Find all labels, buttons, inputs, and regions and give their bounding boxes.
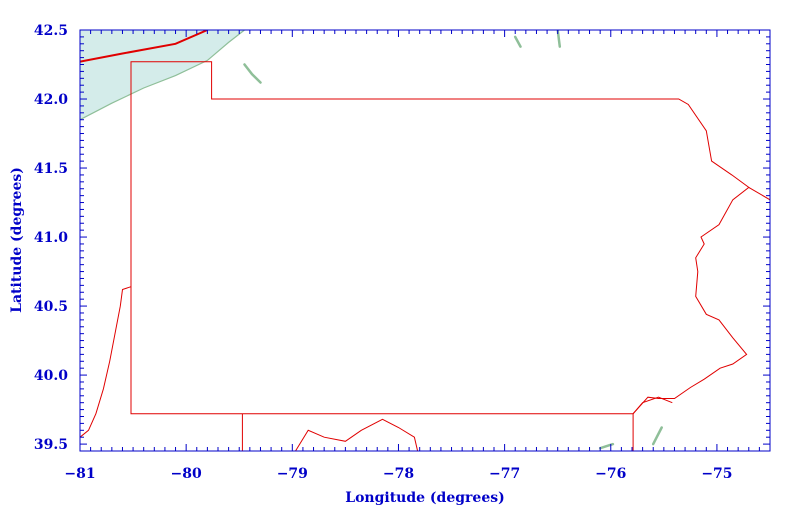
inland-water <box>243 30 663 450</box>
x-tick-label: −76 <box>595 466 626 482</box>
finger-lake-1 <box>513 35 522 48</box>
x-tick-label: −81 <box>64 466 95 482</box>
plot-area <box>80 30 770 451</box>
y-tick-label: 40.0 <box>34 368 68 384</box>
y-tick-label: 42.0 <box>34 92 68 108</box>
y-tick-label: 41.5 <box>34 161 68 177</box>
neighbor-borders <box>80 30 770 451</box>
md-potomac <box>295 418 419 451</box>
plot-frame <box>79 29 771 452</box>
y-tick-label: 39.5 <box>34 437 68 453</box>
ohio-river <box>80 286 132 438</box>
lake-erie-water <box>80 30 245 120</box>
x-axis-title: Longitude (degrees) <box>345 490 505 506</box>
ny-nj-line <box>748 186 770 201</box>
x-tick-label: −77 <box>489 466 520 482</box>
x-axis-ticks: −81 −80 −79 −78 −77 −76 −75 <box>64 30 771 482</box>
y-tick-label: 41.0 <box>34 230 68 246</box>
lake-erie-shoreline <box>80 30 245 121</box>
y-tick-label: 42.5 <box>34 23 68 39</box>
y-tick-label: 40.5 <box>34 299 68 315</box>
x-tick-label: −78 <box>383 466 414 482</box>
ny-lake-border <box>80 30 208 63</box>
x-tick-label: −79 <box>277 466 308 482</box>
y-axis-title: Latitude (degrees) <box>9 167 25 313</box>
x-tick-label: −75 <box>701 466 732 482</box>
chautauqua-lake <box>243 63 262 84</box>
de-arc <box>632 396 673 415</box>
pennsylvania-boundary <box>130 61 750 415</box>
x-tick-label: −80 <box>171 466 202 482</box>
delaware-bay <box>651 426 663 446</box>
y-axis-ticks: 39.5 40.0 40.5 41.0 41.5 42.0 42.5 <box>34 23 770 453</box>
